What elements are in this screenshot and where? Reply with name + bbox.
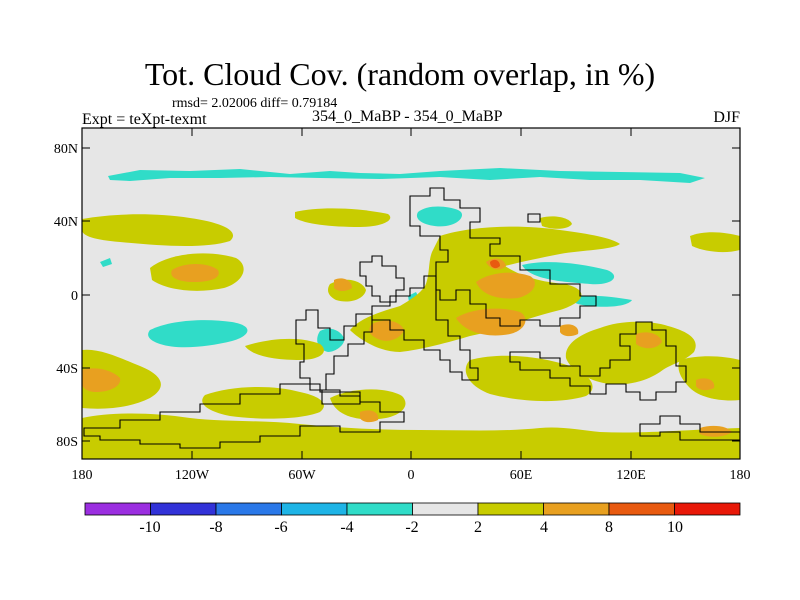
colorbar-label: -6 bbox=[274, 519, 287, 536]
lon-label: 180 bbox=[72, 468, 93, 483]
lon-label: 60E bbox=[510, 468, 533, 483]
contour-fields bbox=[82, 168, 740, 459]
experiment-label: Expt = teXpt-texmt bbox=[82, 111, 207, 128]
colorbar: -10 -8 -6 -4 -2 2 4 8 10 bbox=[84, 502, 741, 536]
colorbar-label: -4 bbox=[340, 519, 353, 536]
lon-label: 60W bbox=[288, 468, 316, 483]
colorbar-label: 4 bbox=[540, 519, 548, 536]
lon-label: 120W bbox=[175, 468, 210, 483]
axis-ticks bbox=[82, 128, 740, 459]
colorbar-label: 8 bbox=[605, 519, 613, 536]
colorbar-swatch bbox=[477, 502, 544, 516]
colorbar-label: 10 bbox=[667, 519, 683, 536]
coastline-outlines bbox=[83, 187, 740, 449]
case-comparison-label: 354_0_MaBP - 354_0_MaBP bbox=[312, 108, 503, 125]
lon-label: 180 bbox=[730, 468, 751, 483]
colorbar-swatch bbox=[84, 502, 151, 516]
lat-label: 40N bbox=[54, 215, 78, 230]
colorbar-label: -10 bbox=[139, 519, 160, 536]
lat-label: 80S bbox=[56, 435, 78, 450]
lon-label: 0 bbox=[408, 468, 415, 483]
season-label: DJF bbox=[713, 109, 740, 126]
colorbar-labels: -10 -8 -6 -4 -2 2 4 8 10 bbox=[139, 519, 683, 536]
cyan-contours bbox=[100, 168, 705, 352]
lat-label: 0 bbox=[71, 289, 78, 304]
lat-label: 80N bbox=[54, 142, 78, 157]
red-contours bbox=[490, 259, 500, 269]
colorbar-swatch bbox=[412, 502, 479, 516]
colorbar-swatch bbox=[346, 502, 413, 516]
rmsd-diff-stats: rmsd= 2.02006 diff= 0.79184 bbox=[172, 96, 338, 111]
longitude-labels: 180 120W 60W 0 60E 120E 180 bbox=[72, 468, 751, 483]
colorbar-label: -2 bbox=[405, 519, 418, 536]
colorbar-label: -8 bbox=[209, 519, 222, 536]
lon-label: 120E bbox=[616, 468, 646, 483]
colorbar-swatch bbox=[150, 502, 217, 516]
colorbar-swatch bbox=[608, 502, 675, 516]
colorbar-swatches bbox=[84, 502, 741, 516]
colorbar-swatch bbox=[543, 502, 610, 516]
colorbar-label: 2 bbox=[474, 519, 482, 536]
lat-label: 40S bbox=[56, 362, 78, 377]
latitude-labels: 80N 40N 0 40S 80S bbox=[54, 142, 78, 450]
colorbar-swatch bbox=[215, 502, 282, 516]
orange-contours bbox=[82, 258, 732, 437]
map-background bbox=[82, 128, 740, 459]
colorbar-swatch bbox=[281, 502, 348, 516]
colorbar-swatch bbox=[674, 502, 741, 516]
map-title: Tot. Cloud Cov. (random overlap, in %) bbox=[144, 56, 656, 92]
